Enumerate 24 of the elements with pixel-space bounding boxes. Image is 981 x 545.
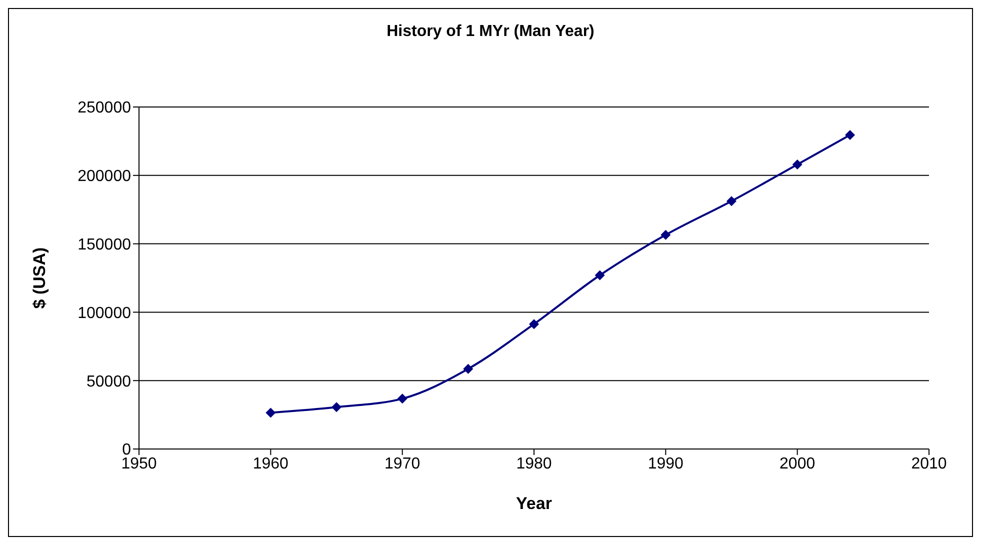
point xyxy=(660,230,671,240)
point xyxy=(594,270,605,280)
y-axis-title: $ (USA) xyxy=(30,247,50,309)
point xyxy=(726,196,736,206)
y-tick-label: 50000 xyxy=(86,373,132,390)
x-tick-label: 1990 xyxy=(648,455,684,472)
point xyxy=(845,130,855,140)
chart-title: History of 1 MYr (Man Year) xyxy=(386,23,596,41)
x-tick-label: 1970 xyxy=(384,455,420,472)
point xyxy=(463,364,474,374)
y-tick-label: 200000 xyxy=(78,168,132,186)
point xyxy=(266,408,276,418)
point xyxy=(397,394,408,404)
y-tick-label: 150000 xyxy=(78,236,132,254)
x-tick-label: 2010 xyxy=(911,455,947,472)
x-axis-title: Year xyxy=(516,494,552,513)
point xyxy=(332,402,342,412)
point xyxy=(792,159,802,170)
x-tick-label: 1960 xyxy=(252,455,289,472)
x-tick-label: 2000 xyxy=(780,455,816,472)
y-tick-label: 100000 xyxy=(78,304,132,322)
x-tick-label: 1980 xyxy=(516,455,552,472)
y-tick-label: 250000 xyxy=(78,100,132,117)
point xyxy=(529,319,539,330)
